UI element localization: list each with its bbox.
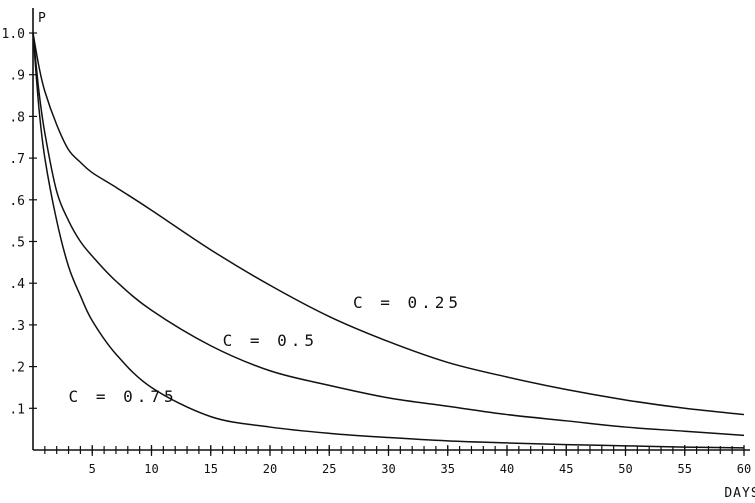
x-axis-title: DAYS [724,486,755,501]
x-tick-label: 60 [737,462,751,476]
y-tick-label: .9 [9,69,25,84]
x-tick-label: 55 [678,462,692,476]
x-tick-label: 15 [204,462,218,476]
y-tick-label: .6 [9,194,25,209]
series-line-2 [32,32,745,437]
x-tick-label: 35 [441,462,455,476]
y-axis-title: P [38,11,47,26]
x-tick-label: 50 [618,462,632,476]
series-label-3: C = 0.75 [69,387,178,406]
x-tick-label: 10 [144,462,158,476]
y-tick-label: 1.0 [2,27,25,42]
x-tick-label: 25 [322,462,336,476]
series-label-2: C = 0.5 [223,331,318,350]
series-line-1 [32,32,745,416]
y-tick-label: .3 [9,319,25,334]
x-tick-label: 30 [381,462,395,476]
series-line-3 [32,32,745,449]
y-tick-label: .4 [9,277,25,292]
x-tick-label: 40 [500,462,514,476]
y-tick-label: .8 [9,110,25,125]
y-tick-label: .1 [9,402,25,417]
x-tick-label: 5 [89,462,96,476]
y-tick-label: .7 [9,152,25,167]
x-tick-label: 45 [559,462,573,476]
y-tick-label: .5 [9,236,25,251]
series-label-1: C = 0.25 [353,293,462,312]
y-tick-label: .2 [9,361,25,376]
x-tick-label: 20 [263,462,277,476]
